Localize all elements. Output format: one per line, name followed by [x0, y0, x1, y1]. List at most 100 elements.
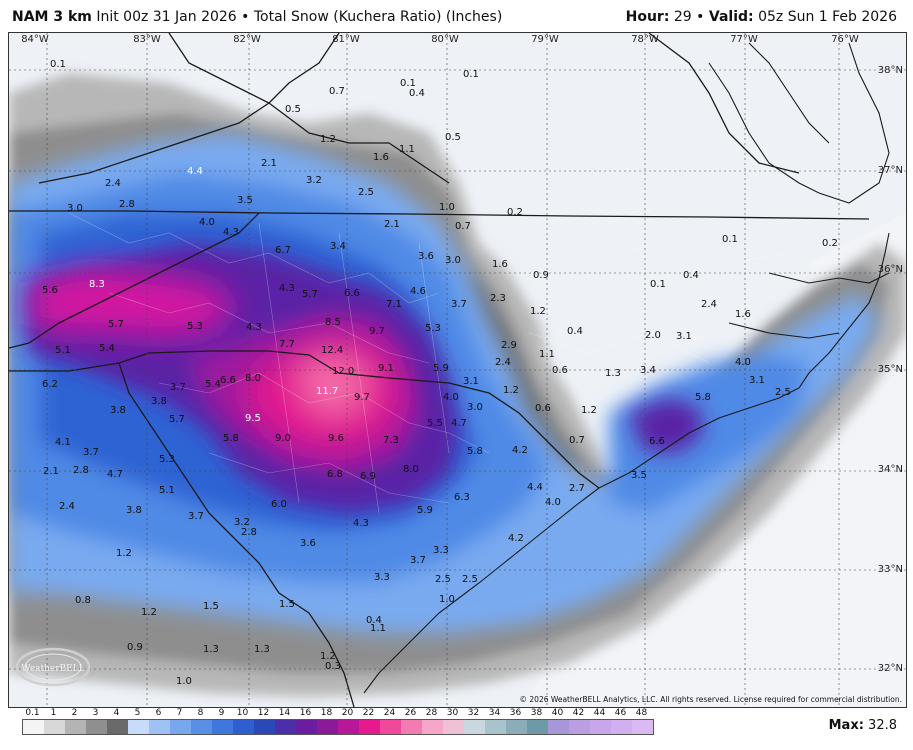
snow-value: 5.7 [169, 414, 185, 425]
lat-label: 37°N [878, 165, 903, 176]
snow-value: 4.0 [199, 217, 215, 228]
snow-value: 5.9 [417, 505, 433, 516]
snow-value: 4.6 [410, 286, 426, 297]
valid-label: Valid: [708, 9, 754, 25]
snow-value: 1.1 [539, 349, 555, 360]
legend-tick-label: 46 [614, 708, 627, 718]
snow-value: 3.0 [467, 402, 483, 413]
snow-value: 12.0 [332, 366, 354, 377]
snow-value: 2.5 [435, 574, 451, 585]
snow-value: 0.1 [650, 279, 666, 290]
snow-amount-labels: 0.1 0.7 0.1 0.1 0.4 0.5 0.5 1.2 1.6 1.1 … [42, 59, 838, 687]
legend-tick-label: 6 [155, 708, 162, 718]
legend-swatch [485, 720, 506, 734]
snow-value: 0.1 [50, 59, 66, 70]
legend-tick-label: 36 [509, 708, 522, 718]
lon-label: 79°W [531, 34, 559, 45]
legend-tick-label: 20 [341, 708, 354, 718]
snow-value: 6.6 [649, 436, 665, 447]
lon-label: 78°W [631, 34, 659, 45]
legend-swatch [527, 720, 548, 734]
snow-value: 1.2 [581, 405, 597, 416]
snow-value: 4.7 [107, 469, 123, 480]
legend-swatch [44, 720, 65, 734]
snow-value: 3.1 [676, 331, 692, 342]
snow-value: 9.7 [354, 392, 370, 403]
snow-value: 5.8 [695, 392, 711, 403]
legend-swatch [464, 720, 485, 734]
legend-tick-label: 30 [446, 708, 459, 718]
snow-value: 1.1 [370, 623, 386, 634]
snow-value: 9.1 [378, 363, 394, 374]
snow-value: 2.4 [495, 357, 511, 368]
legend-swatch [338, 720, 359, 734]
legend-swatch [422, 720, 443, 734]
legend-tick-label: 7 [176, 708, 183, 718]
snow-value: 5.7 [108, 319, 124, 330]
legend-tick-label: 48 [635, 708, 648, 718]
legend-swatch [359, 720, 380, 734]
legend-swatch [191, 720, 212, 734]
snow-value: 4.7 [451, 418, 467, 429]
legend-color-bar [22, 719, 654, 735]
title-right: Hour: 29 • Valid: 05z Sun 1 Feb 2026 [626, 9, 897, 25]
snow-value: 6.6 [220, 375, 236, 386]
lon-label: 84°W [21, 34, 49, 45]
legend-tick-label: 16 [299, 708, 312, 718]
legend-swatch [275, 720, 296, 734]
snow-value: 8.5 [325, 317, 341, 328]
legend-swatch [170, 720, 191, 734]
lon-label: 81°W [332, 34, 360, 45]
snow-value: 2.1 [261, 158, 277, 169]
legend-tick-label: 9 [218, 708, 225, 718]
snow-value: 3.8 [110, 405, 126, 416]
snow-value: 4.1 [55, 437, 71, 448]
snow-value: 0.9 [533, 270, 549, 281]
snow-value: 2.4 [105, 178, 121, 189]
legend-swatch [443, 720, 464, 734]
snow-value: 2.1 [384, 219, 400, 230]
snow-value: 5.1 [55, 345, 71, 356]
snow-value: 3.7 [451, 299, 467, 310]
lon-label: 77°W [730, 34, 758, 45]
snow-value: 0.8 [75, 595, 91, 606]
snow-value: 3.5 [631, 470, 647, 481]
snow-value: 0.1 [463, 69, 479, 80]
snow-value: 3.1 [463, 376, 479, 387]
snow-value: 3.0 [445, 255, 461, 266]
latitude-labels: 38°N 37°N 36°N 35°N 34°N 33°N 32°N [878, 65, 903, 674]
legend-tick-label: 8 [197, 708, 204, 718]
legend-tick-label: 22 [362, 708, 375, 718]
weatherbell-logo: WeatherBELL [15, 647, 91, 687]
snow-value: 4.3 [223, 227, 239, 238]
snow-value: 9.7 [369, 326, 385, 337]
snow-value: 1.0 [439, 594, 455, 605]
snow-value: 5.3 [187, 321, 203, 332]
snow-value: 0.7 [455, 221, 471, 232]
snow-value: 2.1 [43, 466, 59, 477]
snow-value: 3.0 [67, 203, 83, 214]
hour-label: Hour: [625, 9, 670, 25]
snow-value: 5.4 [99, 343, 115, 354]
legend-swatch [569, 720, 590, 734]
snow-value: 4.3 [279, 283, 295, 294]
snow-value: 1.2 [320, 134, 336, 145]
snow-value: 3.8 [151, 396, 167, 407]
snow-value: 0.9 [127, 642, 143, 653]
snow-value: 6.3 [454, 492, 470, 503]
snow-value: 1.6 [735, 309, 751, 320]
snow-shading-magenta [29, 268, 404, 453]
lat-label: 36°N [878, 264, 903, 275]
snow-value: 3.7 [410, 555, 426, 566]
legend-tick-label: 3 [92, 708, 99, 718]
snow-value: 1.0 [439, 202, 455, 213]
snow-value: 1.5 [279, 599, 295, 610]
snow-value: 2.5 [462, 574, 478, 585]
snowfall-map[interactable]: 84°W 83°W 82°W 81°W 80°W 79°W 78°W 77°W … [8, 32, 907, 708]
legend-swatch [65, 720, 86, 734]
snow-value: 2.9 [501, 340, 517, 351]
separator-dot: • [241, 9, 250, 25]
snow-value: 3.4 [640, 365, 656, 376]
snow-value: 2.0 [645, 330, 661, 341]
snow-value: 6.6 [344, 288, 360, 299]
